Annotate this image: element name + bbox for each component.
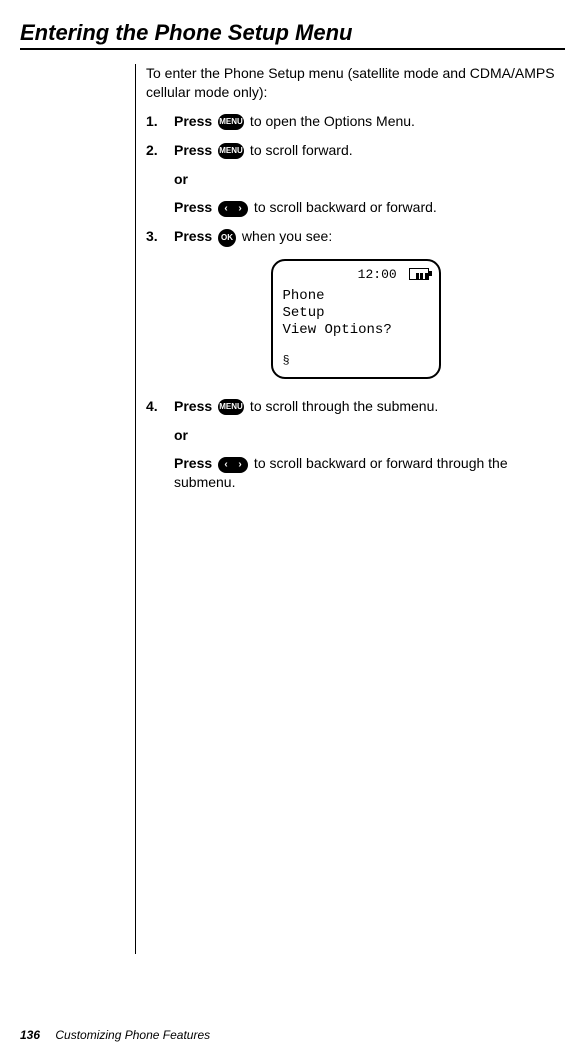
step-2-number: 2.: [146, 141, 174, 160]
phone-screen: 12:00 Phone Setup View Options? §: [271, 259, 441, 379]
page-title: Entering the Phone Setup Menu: [20, 20, 565, 50]
or-text-2: or: [174, 426, 565, 445]
step-1: 1. Press MENU to open the Options Menu.: [146, 112, 565, 131]
scroll-arrows-icon: ‹ ›: [218, 201, 248, 217]
screen-line-3: View Options?: [283, 322, 429, 339]
step-2b: Press ‹ › to scroll backward or forward.: [174, 198, 565, 217]
left-rule: [135, 64, 136, 954]
page-footer: 136 Customizing Phone Features: [20, 1028, 210, 1042]
step-2-tail: to scroll forward.: [246, 142, 353, 158]
step-4-tail: to scroll through the submenu.: [246, 398, 438, 414]
content-column: To enter the Phone Setup menu (satellite…: [146, 64, 565, 954]
intro-text: To enter the Phone Setup menu (satellite…: [146, 64, 565, 102]
press-label: Press: [174, 113, 212, 129]
screen-line-2: Setup: [283, 305, 429, 322]
step-1-tail: to open the Options Menu.: [246, 113, 415, 129]
step-2: 2. Press MENU to scroll forward.: [146, 141, 565, 160]
section-title: Customizing Phone Features: [55, 1028, 210, 1042]
screen-line-1: Phone: [283, 288, 429, 305]
step-3: 3. Press OK when you see:: [146, 227, 565, 246]
step-3-tail: when you see:: [238, 228, 332, 244]
step-4-number: 4.: [146, 397, 174, 416]
page-number: 136: [20, 1028, 40, 1042]
screen-status-bar: 12:00: [283, 267, 429, 283]
scroll-arrows-icon: ‹ ›: [218, 457, 248, 473]
step-1-number: 1.: [146, 112, 174, 131]
step-3-number: 3.: [146, 227, 174, 246]
ok-button-icon: OK: [218, 229, 236, 247]
press-label: Press: [174, 142, 212, 158]
signal-icon: §: [283, 354, 290, 368]
menu-button-icon: MENU: [218, 114, 244, 130]
battery-icon: [409, 268, 429, 280]
press-label: Press: [174, 228, 212, 244]
or-text-1: or: [174, 170, 565, 189]
press-label: Press: [174, 455, 212, 471]
step-2b-tail: to scroll backward or forward.: [250, 199, 437, 215]
step-4: 4. Press MENU to scroll through the subm…: [146, 397, 565, 416]
step-4b: Press ‹ › to scroll backward or forward …: [174, 454, 565, 492]
menu-button-icon: MENU: [218, 143, 244, 159]
press-label: Press: [174, 398, 212, 414]
menu-button-icon: MENU: [218, 399, 244, 415]
press-label: Press: [174, 199, 212, 215]
screen-time: 12:00: [358, 267, 397, 282]
